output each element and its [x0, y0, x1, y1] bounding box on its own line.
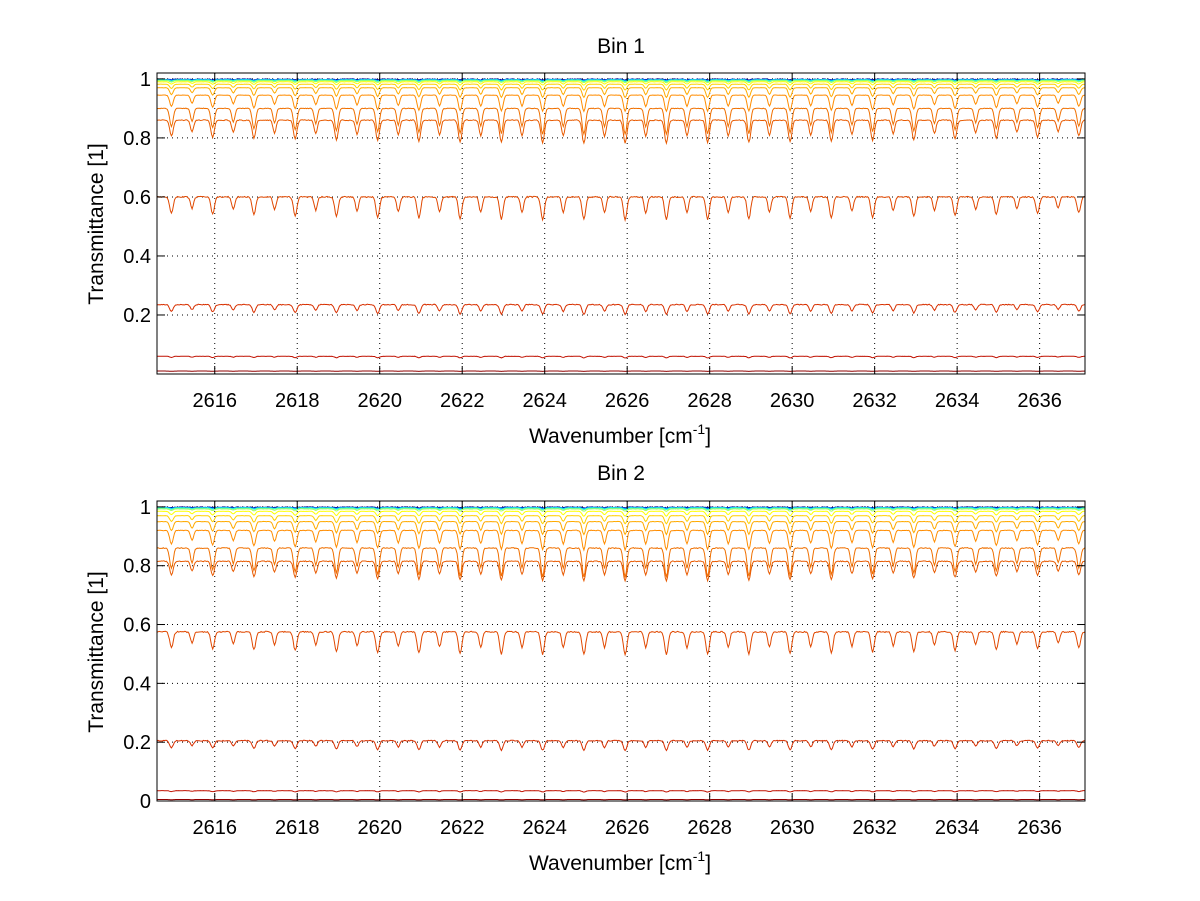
x-axis-label-text: Wavenumber [cm [529, 425, 693, 448]
ticks: 2616 2618 2620 2622 2624 2626 2628 2630 2632 2634… [123, 497, 1085, 839]
chart-title: Bin 2 [597, 462, 645, 485]
x-tick-label: 2630 [770, 817, 815, 839]
series-line [156, 107, 1086, 137]
grid [157, 501, 1085, 802]
y-tick-label: 1 [140, 497, 151, 519]
x-tick-label: 2624 [522, 390, 567, 412]
x-tick-label: 2626 [605, 817, 650, 839]
series-line [157, 81, 1086, 86]
series-line [156, 119, 1086, 146]
x-tick-label: 2618 [275, 390, 320, 412]
x-tick-label: 2632 [852, 390, 897, 412]
series-line [157, 790, 1086, 793]
x-tick-label: 2616 [192, 817, 237, 839]
series-line [156, 79, 1085, 84]
axes-box [156, 72, 1086, 375]
x-tick-label: 2636 [1017, 817, 1062, 839]
y-tick-label: 0 [140, 791, 151, 813]
x-tick-label: 2634 [935, 390, 980, 412]
series-line [156, 510, 1085, 517]
y-tick-label: 0.6 [123, 187, 151, 209]
y-axis-label: Transmittance [1] [85, 143, 108, 304]
series-line [157, 520, 1085, 536]
x-tick-label: 2616 [192, 390, 237, 412]
x-tick-label: 2626 [605, 390, 650, 412]
series-line [156, 507, 1085, 511]
x-axis-label-exponent: -1 [693, 421, 706, 437]
x-axis-label-close: ] [705, 425, 711, 448]
x-tick-label: 2620 [357, 817, 402, 839]
series-line [156, 87, 1086, 99]
x-tick-label: 2628 [687, 390, 732, 412]
series-line [156, 303, 1086, 316]
x-tick-label: 2634 [935, 817, 980, 839]
x-tick-label: 2624 [522, 817, 567, 839]
x-axis-label-exponent: -1 [693, 848, 706, 864]
x-tick-label: 2636 [1017, 390, 1062, 412]
axes-box [156, 500, 1086, 802]
y-tick-label: 0.8 [123, 556, 151, 578]
x-tick-label: 2622 [440, 390, 485, 412]
series-line [156, 94, 1086, 113]
y-tick-label: 0.8 [123, 128, 151, 150]
series-line [156, 195, 1086, 223]
series-line [156, 546, 1086, 579]
series-line [157, 508, 1086, 512]
y-tick-label: 0.2 [123, 305, 151, 327]
series-line [156, 515, 1086, 525]
series-line [156, 529, 1086, 552]
y-tick-label: 0.2 [123, 732, 151, 754]
x-tick-label: 2630 [770, 390, 815, 412]
x-axis-label-close: ] [705, 852, 711, 875]
ticks: 2616 2618 2620 2622 2624 2626 2628 2630 2632 2634… [123, 69, 1085, 412]
y-tick-label: 1 [140, 69, 151, 91]
chart-panel-bin-1: Bin 1 2616 2618 2620 2622 2624 2626 2628 2630 26… [85, 35, 1086, 448]
x-axis-label: Wavenumber [cm-1] [529, 421, 711, 448]
series-group [156, 78, 1086, 372]
y-axis-label: Transmittance [1] [85, 571, 108, 732]
series-line [156, 739, 1085, 752]
series-line [156, 560, 1086, 583]
x-axis-label: Wavenumber [cm-1] [529, 848, 711, 875]
grid [157, 73, 1085, 374]
x-tick-label: 2628 [687, 817, 732, 839]
x-tick-label: 2620 [357, 390, 402, 412]
series-line [156, 630, 1086, 657]
y-tick-label: 0.4 [123, 246, 151, 268]
chart-panel-bin-2: Bin 2 2616 2618 2620 2622 2624 2626 2628 2630 26… [85, 462, 1086, 875]
x-tick-label: 2632 [852, 817, 897, 839]
chart-title: Bin 1 [597, 35, 645, 58]
y-tick-label: 0.6 [123, 615, 151, 637]
series-line [156, 83, 1085, 91]
series-group [156, 506, 1086, 801]
x-tick-label: 2622 [440, 817, 485, 839]
series-line [156, 355, 1086, 359]
x-axis-label-text: Wavenumber [cm [529, 852, 693, 875]
x-tick-label: 2618 [275, 817, 320, 839]
y-tick-label: 0.4 [123, 673, 151, 695]
